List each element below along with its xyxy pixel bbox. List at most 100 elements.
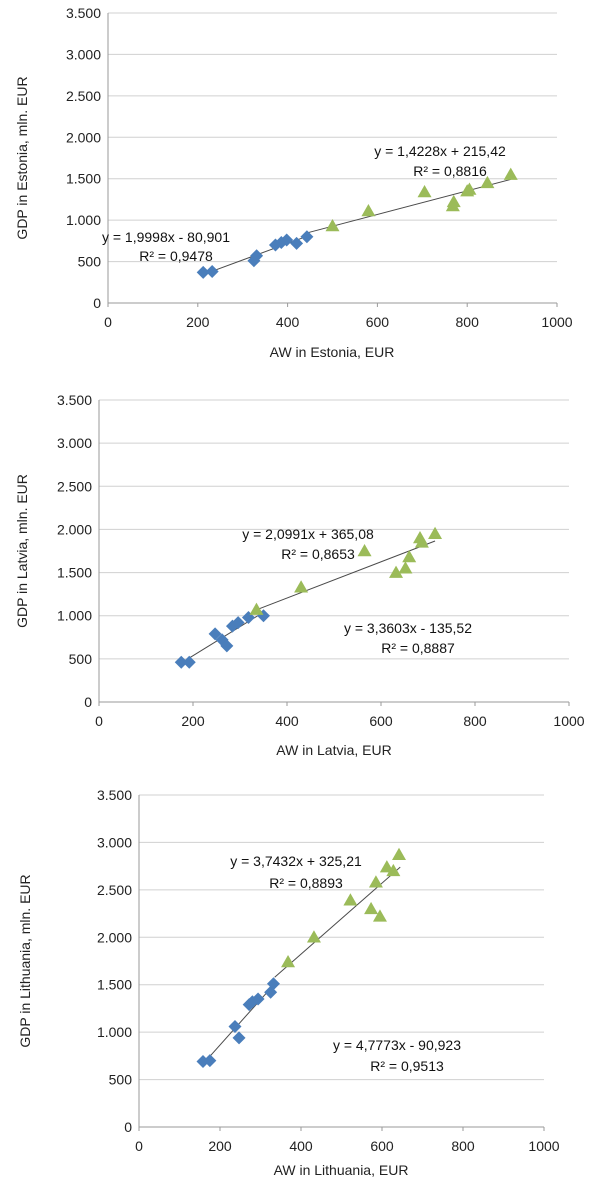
triangle-point bbox=[357, 544, 372, 557]
trend-equation: y = 1,4228x + 215,42 bbox=[374, 143, 506, 159]
r-squared-label: R² = 0,8653 bbox=[281, 546, 355, 562]
triangle-point bbox=[398, 561, 413, 574]
y-tick-label: 0 bbox=[84, 694, 92, 710]
x-tick-label: 400 bbox=[276, 314, 300, 330]
y-tick-label: 3.500 bbox=[66, 5, 101, 21]
triangle-point bbox=[364, 901, 379, 915]
r-squared-label: R² = 0,8816 bbox=[413, 163, 487, 179]
triangle-point bbox=[343, 893, 358, 906]
y-tick-label: 2.000 bbox=[97, 929, 132, 945]
trend-equation: y = 3,3603x - 135,52 bbox=[344, 620, 472, 636]
triangle-point bbox=[294, 580, 309, 593]
x-tick-label: 200 bbox=[181, 713, 205, 729]
triangle-point bbox=[392, 847, 407, 861]
y-tick-label: 2.000 bbox=[66, 129, 101, 145]
diamond-point bbox=[250, 249, 264, 263]
x-tick-label: 800 bbox=[456, 314, 480, 330]
chart-lithuania: 0 500 1.000 1.500 2.000 2.500 3.000 3.500 0 200 40… bbox=[0, 765, 598, 1194]
x-tick-label: 1000 bbox=[528, 1138, 559, 1154]
x-axis-title: AW in Latvia, EUR bbox=[276, 742, 391, 758]
y-tick-label: 2.500 bbox=[66, 88, 101, 104]
x-tick-label: 0 bbox=[104, 314, 112, 330]
diamond-point bbox=[231, 616, 245, 630]
diamond-point bbox=[196, 265, 210, 279]
x-tick-label: 200 bbox=[208, 1138, 232, 1154]
diamond-point bbox=[290, 236, 304, 250]
diamond-point bbox=[220, 639, 234, 653]
x-tick-label: 800 bbox=[451, 1138, 475, 1154]
x-tick-label: 400 bbox=[275, 713, 299, 729]
y-tick-label: 1.500 bbox=[57, 565, 92, 581]
triangle-point bbox=[325, 218, 340, 232]
y-tick-label: 2.500 bbox=[57, 478, 92, 494]
chart-svg: 0 500 1.000 1.500 2.000 2.500 3.000 3.500 0 200 40… bbox=[14, 392, 585, 758]
y-tick-label: 0 bbox=[93, 295, 101, 311]
triangle-point bbox=[417, 184, 432, 198]
triangle-point bbox=[428, 526, 443, 539]
x-tick-label: 600 bbox=[369, 713, 393, 729]
y-tick-label: 2.500 bbox=[97, 882, 132, 898]
x-axis-title: AW in Lithuania, EUR bbox=[274, 1162, 409, 1178]
triangle-point bbox=[306, 930, 321, 943]
diamond-point bbox=[182, 655, 196, 669]
y-axis-title: GDP in Estonia, mln. EUR bbox=[14, 76, 30, 239]
triangle-point bbox=[386, 863, 401, 877]
diamond-point bbox=[266, 977, 280, 991]
y-tick-label: 3.000 bbox=[66, 46, 101, 62]
chart-latvia: 0 500 1.000 1.500 2.000 2.500 3.000 3.500 0 200 40… bbox=[0, 380, 598, 765]
x-tick-label: 0 bbox=[135, 1138, 143, 1154]
r-squared-label: R² = 0,8893 bbox=[269, 875, 343, 891]
trend-equation: y = 4,7773x - 90,923 bbox=[333, 1037, 461, 1053]
diamond-point bbox=[205, 265, 219, 279]
x-tick-label: 1000 bbox=[553, 713, 584, 729]
y-tick-label: 1.000 bbox=[57, 608, 92, 624]
r-squared-label: R² = 0,8887 bbox=[381, 640, 455, 656]
triangle-point bbox=[414, 535, 429, 548]
triangle-point bbox=[480, 175, 495, 189]
triangle-point bbox=[446, 194, 461, 208]
diamond-point bbox=[251, 992, 265, 1006]
chart-estonia: 0 500 1.000 1.500 2.000 2.500 3.000 3.500 0 200 40… bbox=[0, 0, 598, 380]
triangle-point bbox=[361, 204, 376, 217]
y-tick-label: 1.500 bbox=[66, 171, 101, 187]
diamond-point bbox=[232, 1031, 246, 1045]
x-tick-label: 600 bbox=[366, 314, 390, 330]
y-tick-label: 0 bbox=[124, 1119, 132, 1135]
x-tick-label: 200 bbox=[186, 314, 210, 330]
y-tick-label: 500 bbox=[69, 651, 93, 667]
triangle-point bbox=[462, 182, 477, 195]
y-axis-title: GDP in Lithuania, mln. EUR bbox=[17, 874, 33, 1047]
trend-equation: y = 1,9998x - 80,901 bbox=[102, 229, 230, 245]
y-tick-label: 500 bbox=[109, 1072, 133, 1088]
x-tick-label: 1000 bbox=[541, 314, 572, 330]
y-tick-label: 3.000 bbox=[97, 834, 132, 850]
y-tick-label: 1.000 bbox=[97, 1024, 132, 1040]
triangle-point bbox=[503, 167, 518, 180]
r-squared-label: R² = 0,9478 bbox=[139, 248, 213, 264]
chart-svg: 0 500 1.000 1.500 2.000 2.500 3.000 3.500 0 200 40… bbox=[14, 5, 573, 360]
y-tick-label: 500 bbox=[78, 254, 102, 270]
y-tick-label: 1.000 bbox=[66, 212, 101, 228]
diamond-point bbox=[174, 655, 188, 669]
y-tick-label: 3.000 bbox=[57, 435, 92, 451]
chart-svg: 0 500 1.000 1.500 2.000 2.500 3.000 3.500 0 200 40… bbox=[17, 787, 560, 1178]
x-tick-label: 600 bbox=[370, 1138, 394, 1154]
triangle-point bbox=[249, 602, 264, 615]
x-tick-label: 400 bbox=[289, 1138, 313, 1154]
diamond-point bbox=[300, 230, 314, 244]
trend-equation: y = 3,7432x + 325,21 bbox=[230, 853, 362, 869]
x-axis-title: AW in Estonia, EUR bbox=[270, 344, 395, 360]
y-tick-label: 3.500 bbox=[97, 787, 132, 803]
triangle-point bbox=[389, 565, 404, 578]
y-axis-title: GDP in Latvia, mln. EUR bbox=[14, 474, 30, 628]
trendline-triangle-series bbox=[306, 178, 511, 234]
x-tick-label: 800 bbox=[463, 713, 487, 729]
diamond-point bbox=[208, 627, 222, 641]
triangle-point bbox=[281, 954, 296, 968]
diamond-point bbox=[280, 233, 294, 247]
r-squared-label: R² = 0,9513 bbox=[370, 1058, 444, 1074]
triangle-point bbox=[402, 550, 417, 563]
y-tick-label: 2.000 bbox=[57, 521, 92, 537]
triangle-point bbox=[368, 875, 383, 888]
y-tick-label: 3.500 bbox=[57, 392, 92, 408]
